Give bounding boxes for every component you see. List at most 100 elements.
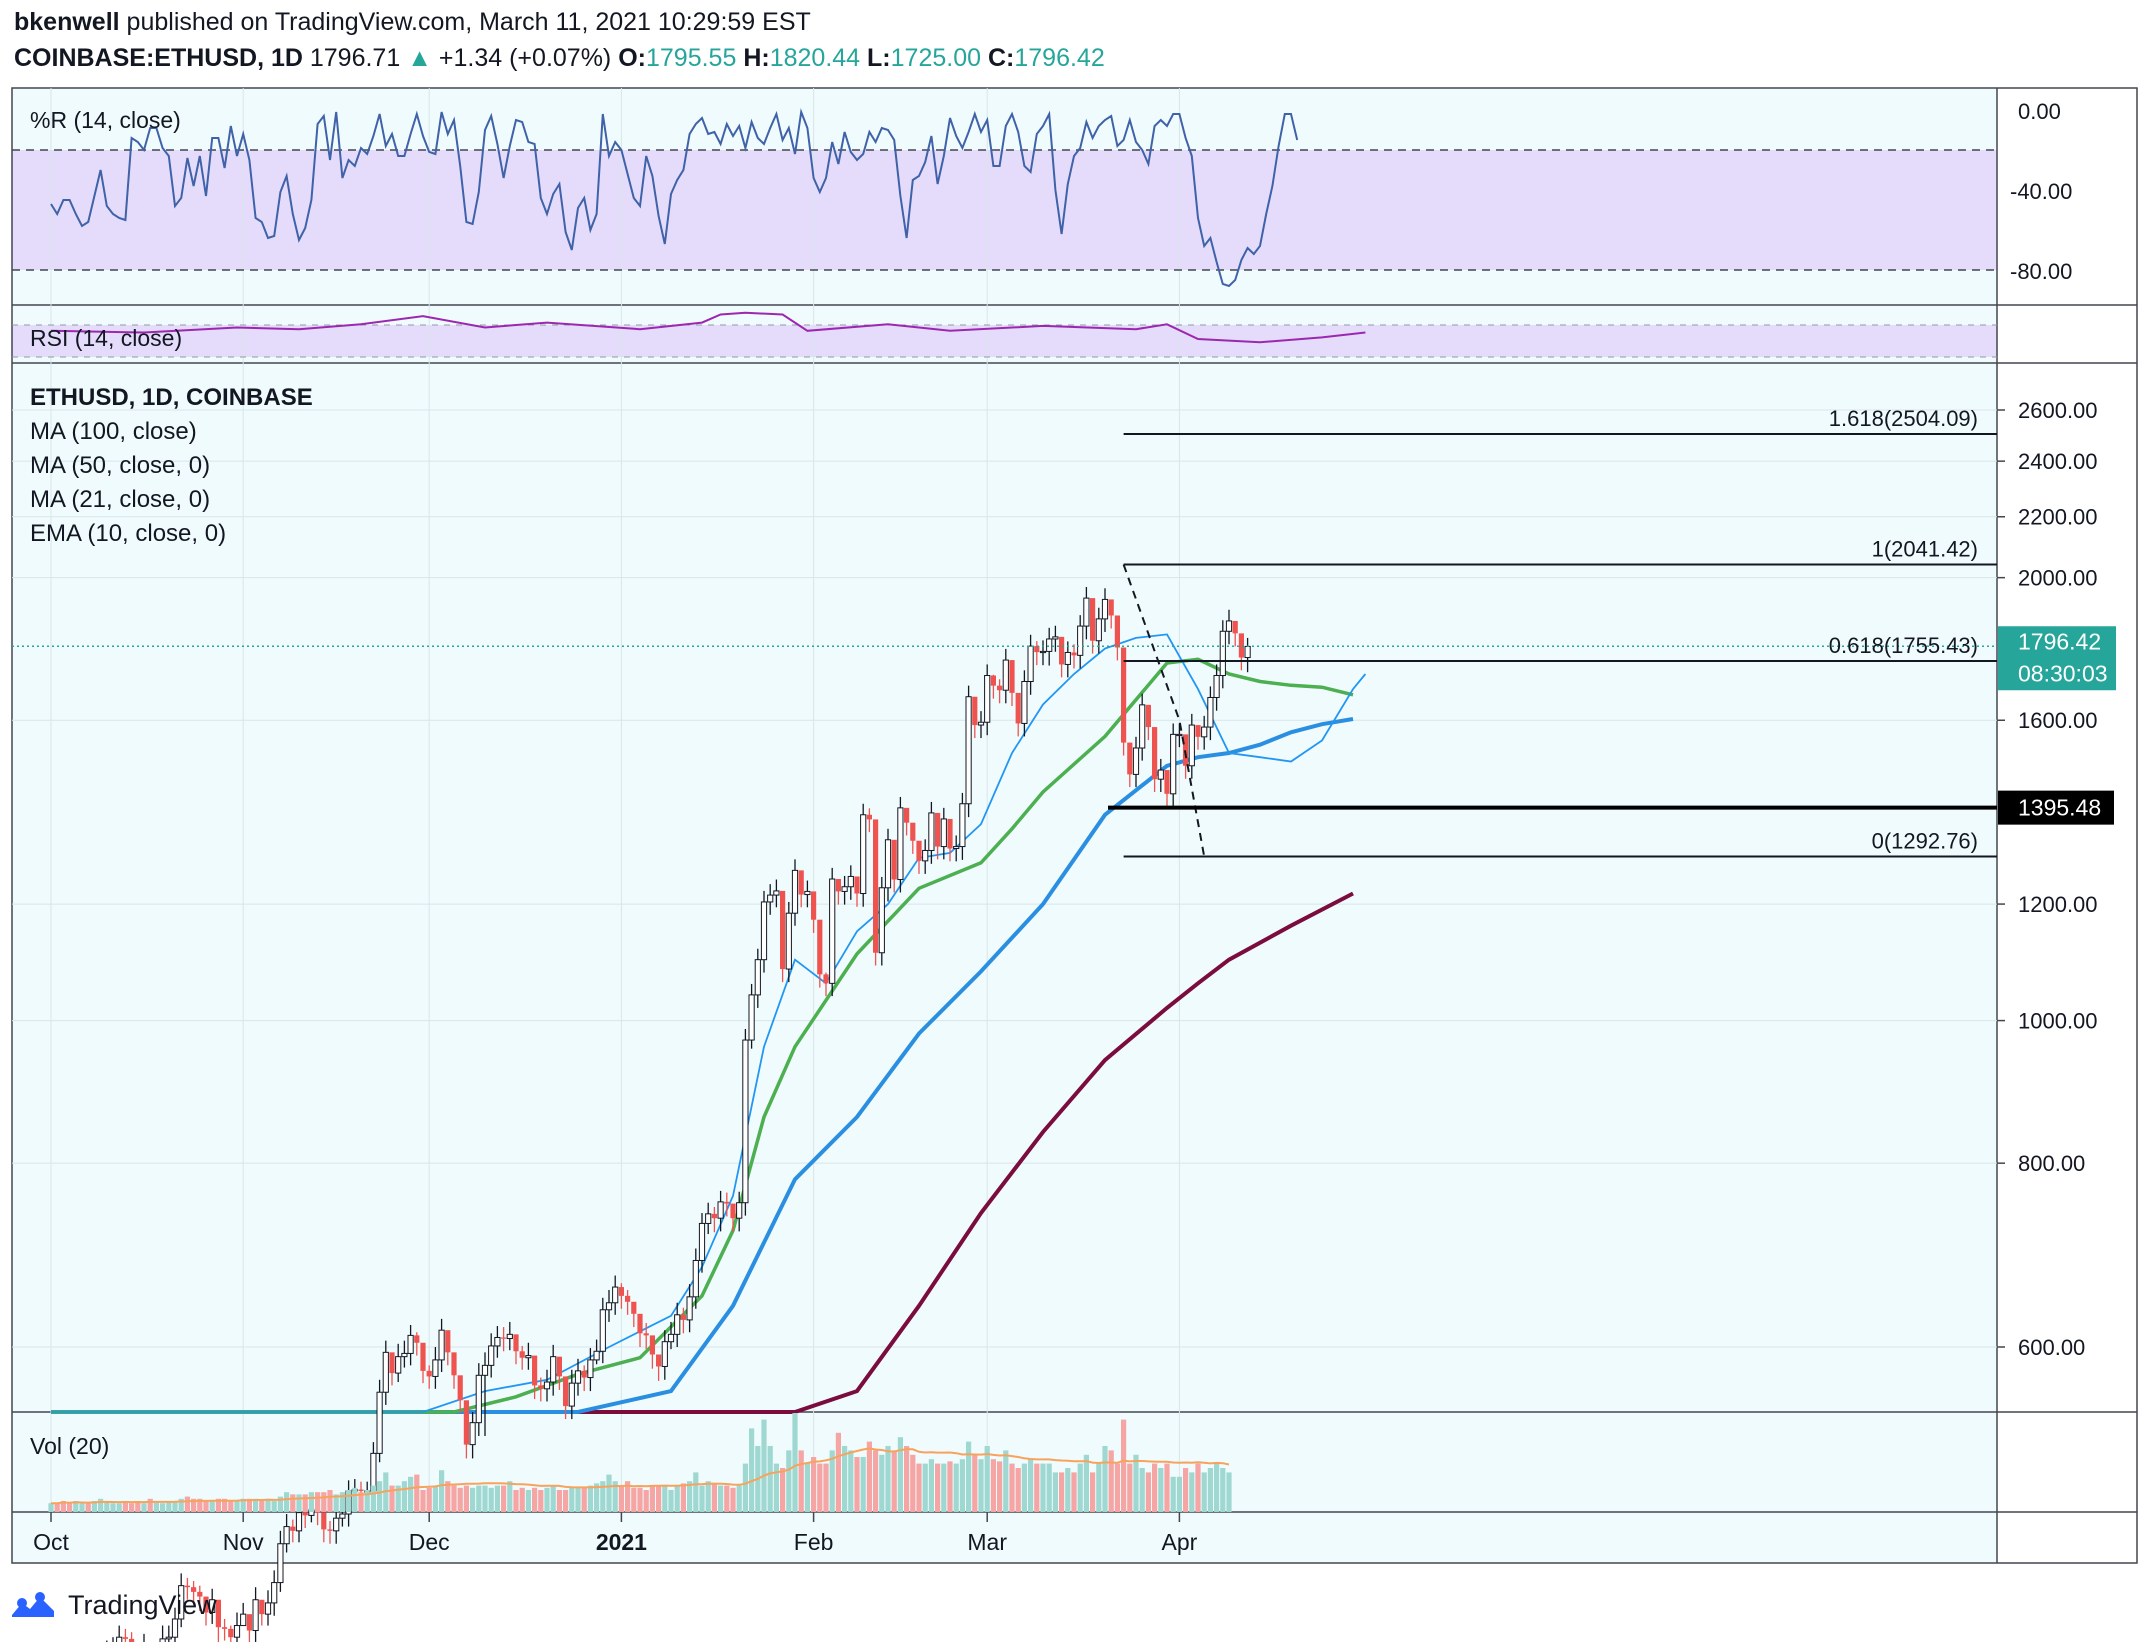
candle [878,876,885,966]
candle-body [264,1602,272,1615]
candle-body [823,974,829,984]
symbol-label[interactable]: COINBASE:ETHUSD, 1D [14,44,303,72]
volume-bar [60,1501,66,1512]
open-label: O: [618,44,646,72]
candle-body [711,1213,717,1219]
fib-levels[interactable]: 1.618(2504.09) 1(2041.42) 0.618(1755.43) 0(… [1123,406,1997,858]
fib-trend-line[interactable] [1122,564,1206,857]
volume-bar [563,1490,569,1512]
volume-bar [265,1498,271,1512]
candle-body [817,919,823,975]
up-arrow-icon: ▲ [407,44,432,72]
candle-body [854,876,860,894]
volume-bar [389,1485,395,1512]
candle-body [618,1287,624,1296]
candle [649,1335,655,1369]
candle [1059,636,1065,678]
candle [1145,704,1151,741]
candle-body [625,1295,631,1302]
publish-line: bkenwell published on TradingView.com, M… [14,8,811,37]
legend-ema10[interactable]: EMA (10, close, 0) [30,520,226,547]
candle-body [897,807,904,881]
volume-bar [209,1501,215,1512]
volume-bar [147,1498,153,1512]
volume-bar [122,1501,128,1512]
volume-bar [470,1487,476,1512]
candle-body [1071,652,1077,656]
volume-bar [910,1454,916,1512]
candle [1064,641,1071,678]
candle-body [1176,733,1183,737]
candle-body [283,1526,290,1545]
time-axis[interactable]: Oct Nov Dec 2021 Feb Mar Apr [33,1512,1198,1555]
volume-bar [550,1485,556,1512]
volume-bar [1201,1472,1207,1512]
volume-bar [848,1450,854,1512]
wr-legend[interactable]: %R (14, close) [30,107,181,133]
x-tick-label: Nov [223,1529,264,1555]
legend-ma100[interactable]: MA (100, close) [30,418,197,445]
volume-bar [1096,1463,1102,1512]
candle-body [1114,615,1120,648]
volume-bar [866,1441,872,1512]
volume-bar [476,1485,482,1512]
candle [290,1519,296,1543]
candle [1225,609,1233,645]
candle [333,1507,340,1544]
candle-body [501,1337,507,1339]
candle [643,1322,649,1350]
volume-bar [315,1492,321,1512]
candle [724,1192,730,1217]
candle-body [873,819,879,953]
volume-legend[interactable]: Vol (20) [30,1433,109,1459]
candle-body [1201,726,1208,738]
publisher-name[interactable]: bkenwell [14,8,120,36]
price-tick-label: 2400.00 [2018,449,2098,474]
wr-tick-1: -40.00 [2010,179,2072,204]
candle-body [532,1355,538,1386]
candle [730,1203,736,1233]
candle-body [656,1354,662,1367]
volume-bar [854,1457,860,1512]
volume-bar [1214,1463,1220,1512]
volume-bar [656,1485,662,1512]
candle [736,1191,743,1232]
volume-bar [935,1463,941,1512]
rsi-legend[interactable]: RSI (14, close) [30,325,182,351]
candle-body [667,1333,675,1343]
candle-body [1027,645,1034,683]
volume-bar [897,1437,903,1512]
candle-body [754,959,761,996]
candle [773,879,780,908]
candle [228,1625,234,1642]
volume-bar [742,1463,748,1512]
volume-bar [339,1492,345,1512]
last-price-tag[interactable]: 1796.42 08:30:03 [1998,626,2116,691]
candle-body [661,1341,668,1367]
candle [519,1345,525,1370]
candle [184,1577,190,1600]
legend-ma50[interactable]: MA (50, close, 0) [30,452,210,479]
volume-bar [581,1487,587,1512]
candle-body [1015,692,1021,724]
legend-ma21[interactable]: MA (21, close, 0) [30,486,210,513]
candle-body [692,1259,699,1298]
candle-body [327,1529,333,1531]
tradingview-brand: TradingView [68,1590,217,1620]
candle [501,1327,507,1352]
volume-bar [649,1485,655,1512]
candle [395,1343,402,1383]
volume-bar [1028,1459,1034,1512]
candle [1021,670,1028,737]
candle-body [451,1352,457,1376]
main-legend-title[interactable]: ETHUSD, 1D, COINBASE [30,384,313,411]
volume-bar [556,1490,562,1512]
close-label: C: [987,44,1015,72]
candle-body [773,890,780,896]
support-level-tag[interactable]: 1395.48 [1998,790,2114,825]
candle [928,801,935,864]
ema10-line [51,633,1367,1413]
tradingview-footer[interactable]: TradingView [10,1590,217,1621]
price-axis[interactable]: 2600.00 2400.00 2200.00 2000.00 1600.00 1200.… [1997,398,2098,1360]
